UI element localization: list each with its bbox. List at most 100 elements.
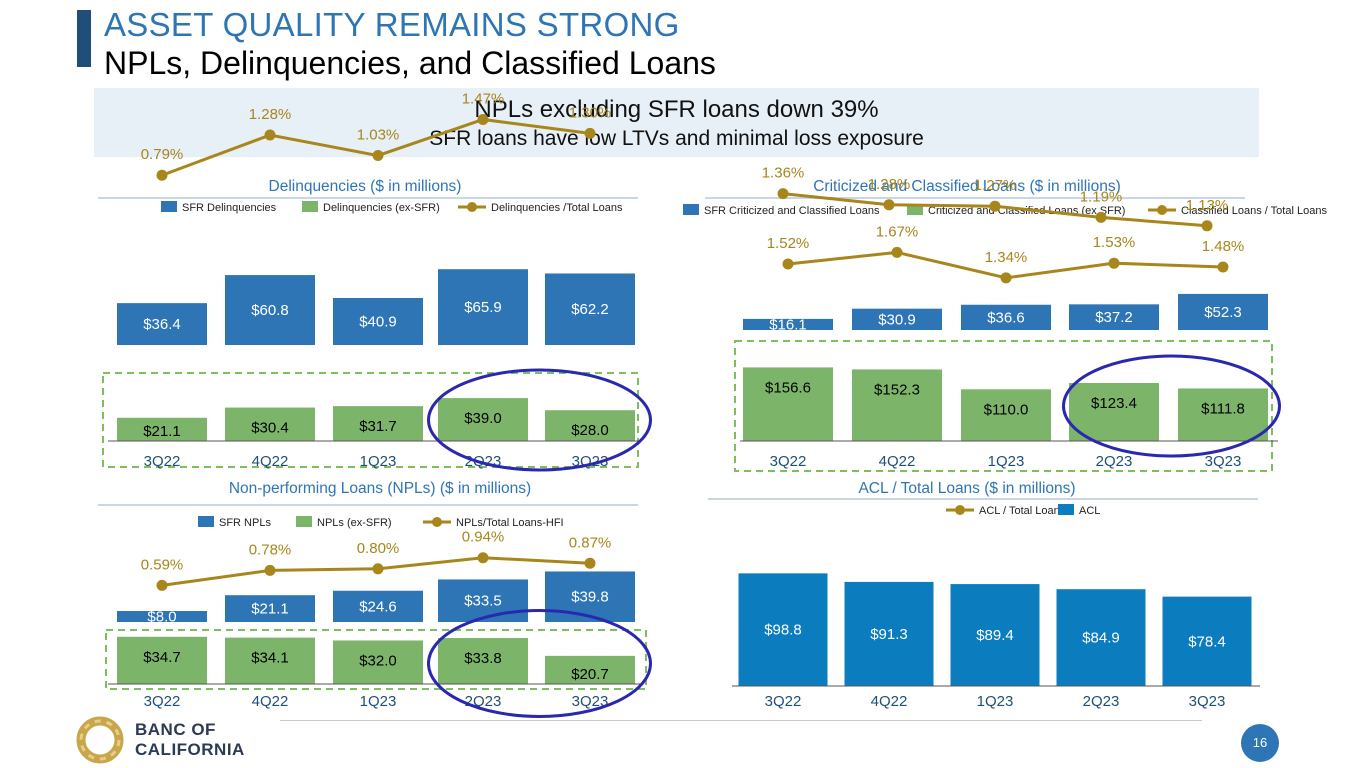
classified-legend-label-2: Classified Loans / Total Loans [1181,205,1327,217]
acl-x-tick-3Q22: 3Q22 [765,693,802,710]
classified-chart-title: Criticized and Classified Loans ($ in mi… [813,178,1121,195]
npls-legend-swatch-0 [198,516,214,527]
classified-sfr-bar-label-4Q22: $30.9 [878,311,916,328]
classified-ex-sfr-bar-label-1Q23: $110.0 [984,401,1029,418]
classified-ex-sfr-bar-label-3Q23: $111.8 [1201,400,1245,417]
npls-ratio-label-3Q22: 0.59% [141,556,184,573]
acl-legend-marker-0 [955,505,965,515]
acl-x-tick-4Q22: 4Q22 [871,693,908,710]
classified-sfr-bar-label-2Q23: $37.2 [1095,309,1133,326]
npls-ex-sfr-bar-label-3Q22: $34.7 [143,649,181,666]
classified-legend-swatch-0 [683,204,699,215]
delinquencies-sfr-bar-4Q22 [225,275,315,345]
npls-ex-sfr-bar-label-2Q23: $33.8 [464,650,502,667]
classified-x-tick-1Q23: 1Q23 [988,453,1025,470]
npls-ratio-point-3Q22 [156,579,168,591]
delinquencies-ratio-label-1Q23: 1.03% [357,127,400,144]
npls-ratio-point-2Q23 [477,552,489,564]
delinquencies-legend-swatch-1 [302,201,318,212]
acl-bar-label-2Q23: $84.9 [1082,630,1120,647]
npls-ex-sfr-highlight-box [105,629,647,690]
npls-x-tick-2Q23: 2Q23 [465,693,502,710]
delinquencies-ratio-point-3Q22 [156,169,168,181]
acl-bar-label-4Q22: $91.3 [870,626,908,643]
acl-bar-3Q23 [1162,596,1252,686]
classified-ratio-point-3Q22 [782,258,794,270]
classified-ex-sfr-bar-label-3Q22: $156.6 [765,379,811,396]
acl-ratio-point-2Q23 [1095,211,1107,223]
delinquencies-sfr-bar-label-2Q23: $65.9 [464,299,502,316]
acl-ratio-point-3Q23 [1201,220,1213,232]
npls-sfr-bar-label-2Q23: $33.5 [464,593,502,610]
delinquencies-ratio-point-3Q23 [584,127,596,139]
classified-ex-sfr-bar-1Q23 [961,389,1051,441]
acl-x-tick-2Q23: 2Q23 [1083,693,1120,710]
npls-ex-sfr-bar-label-3Q23: $20.7 [571,666,609,683]
npls-legend-label-2: NPLs/Total Loans-HFI [456,517,564,529]
acl-x-tick-3Q23: 3Q23 [1189,693,1226,710]
classified-x-tick-3Q23: 3Q23 [1205,453,1242,470]
logo-line-2: CALIFORNIA [135,740,245,759]
delinquencies-sfr-bar-label-3Q23: $62.2 [571,301,609,318]
npls-ratio-point-3Q23 [584,557,596,569]
delinquencies-sfr-bar-label-1Q23: $40.9 [359,313,397,330]
acl-bar-label-3Q22: $98.8 [764,622,802,639]
npls-sfr-bar-label-4Q22: $21.1 [251,601,289,618]
npls-ratio-label-4Q22: 0.78% [249,541,292,558]
delinquencies-sfr-bar-1Q23 [333,297,423,345]
npls-x-tick-1Q23: 1Q23 [360,693,397,710]
delinquencies-ratio-point-4Q22 [264,129,276,141]
npls-legend-marker-2 [432,517,442,527]
npls-sfr-bar-label-3Q22: $8.0 [147,609,176,626]
footer-divider [280,720,1202,721]
acl-ratio-point-1Q23 [989,200,1001,212]
npls-ratio-label-2Q23: 0.94% [462,529,505,546]
classified-sfr-bar-3Q22 [743,318,833,330]
npls-sfr-bar-label-1Q23: $24.6 [359,598,397,615]
npls-ex-sfr-bar-label-4Q22: $34.1 [251,650,289,667]
npls-ratio-label-3Q23: 0.87% [569,534,612,551]
classified-ratio-label-1Q23: 1.34% [985,249,1028,266]
delinquencies-x-tick-4Q22: 4Q22 [252,453,289,470]
npls-x-tick-3Q22: 3Q22 [144,693,181,710]
npls-chart-title: Non-performing Loans (NPLs) ($ in millio… [229,480,531,497]
classified-sfr-bar-4Q22 [852,308,942,330]
classified-sfr-bar-3Q23 [1178,293,1268,330]
npls-emphasis-ellipse [427,609,652,718]
page-number-badge: 16 [1241,724,1279,762]
classified-legend-marker-2 [1157,205,1167,215]
delinquencies-sfr-bar-3Q23 [545,273,635,345]
delinquencies-ex-sfr-highlight-box [102,372,639,468]
classified-ex-sfr-bar-3Q23 [1178,388,1268,441]
delinquencies-ratio-label-4Q22: 1.28% [249,106,292,123]
classified-sfr-bar-2Q23 [1069,304,1159,330]
classified-ex-sfr-bar-label-4Q22: $152.3 [874,381,920,398]
acl-legend-swatch-1 [1058,504,1074,515]
delinquencies-ex-sfr-bar-2Q23 [438,398,528,441]
classified-sfr-bar-label-1Q23: $36.6 [987,309,1025,326]
npls-x-tick-4Q22: 4Q22 [252,693,289,710]
npls-sfr-bar-3Q23 [545,571,635,622]
classified-sfr-bar-label-3Q23: $52.3 [1204,304,1242,321]
delinquencies-sfr-bar-label-4Q22: $60.8 [251,302,289,319]
classified-ratio-point-3Q23 [1217,261,1229,273]
classified-x-tick-4Q22: 4Q22 [879,453,916,470]
delinquencies-ex-sfr-bar-label-2Q23: $39.0 [464,410,502,427]
npls-legend-label-1: NPLs (ex-SFR) [317,517,392,529]
acl-ratio-point-3Q22 [777,188,789,200]
acl-legend-label-1: ACL [1079,505,1100,517]
acl-bar-label-1Q23: $89.4 [976,627,1014,644]
classified-sfr-bar-label-3Q22: $16.1 [769,316,807,333]
acl-chart-title: ACL / Total Loans ($ in millions) [858,480,1075,497]
classified-legend-label-0: SFR Criticized and Classified Loans [704,205,880,217]
logo-line-1: BANC OF [135,720,216,739]
acl-bar-2Q23 [1056,589,1146,686]
title-accent-bar [77,10,91,67]
acl-x-tick-1Q23: 1Q23 [977,693,1014,710]
delinquencies-ex-sfr-bar-label-1Q23: $31.7 [359,418,397,435]
acl-bar-1Q23 [950,584,1040,686]
delinquencies-ex-sfr-bar-label-3Q23: $28.0 [571,422,609,439]
acl-legend-label-0: ACL / Total Loans [979,505,1066,517]
npls-legend-swatch-1 [296,516,312,527]
delinquencies-x-tick-3Q22: 3Q22 [144,453,181,470]
